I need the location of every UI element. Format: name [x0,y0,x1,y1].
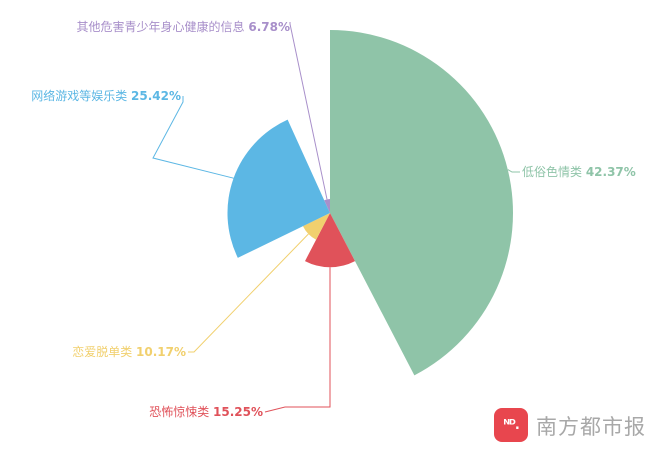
slice-label-name: 其他危害青少年身心健康的信息 [77,19,249,34]
slice-label: 恐怖惊悚类 15.25% [149,404,263,419]
slice-label-value: 6.78% [248,20,290,34]
pie-slice [330,30,513,376]
slice-label-name: 恐怖惊悚类 [149,404,213,419]
slice-label-value: 42.37% [586,165,636,179]
leader-line [152,96,234,179]
slice-label-value: 25.42% [131,89,181,103]
slice-label-value: 10.17% [136,345,186,359]
slice-label-name: 网络游戏等娱乐类 [31,88,131,103]
slice-label: 恋爱脱单类 10.17% [72,344,186,359]
slice-label-name: 低俗色情类 [522,165,586,179]
pie-slice [324,199,330,213]
slice-label-value: 15.25% [213,405,263,419]
slice-label: 低俗色情类 42.37% [522,165,636,179]
leader-line [507,169,520,173]
slice-label: 其他危害青少年身心健康的信息 6.78% [77,19,290,34]
leader-line [188,233,309,353]
slice-label: 网络游戏等娱乐类 25.42% [31,88,181,103]
watermark-logo: ᴺᴰ. [494,408,528,442]
pie-slice [305,213,355,268]
pie-slice [302,213,330,240]
leader-line [289,22,328,200]
slice-label-name: 恋爱脱单类 [72,344,136,359]
pie-slice [227,119,330,258]
leader-line [264,267,331,413]
watermark-text: 南方都市报 [536,415,646,439]
